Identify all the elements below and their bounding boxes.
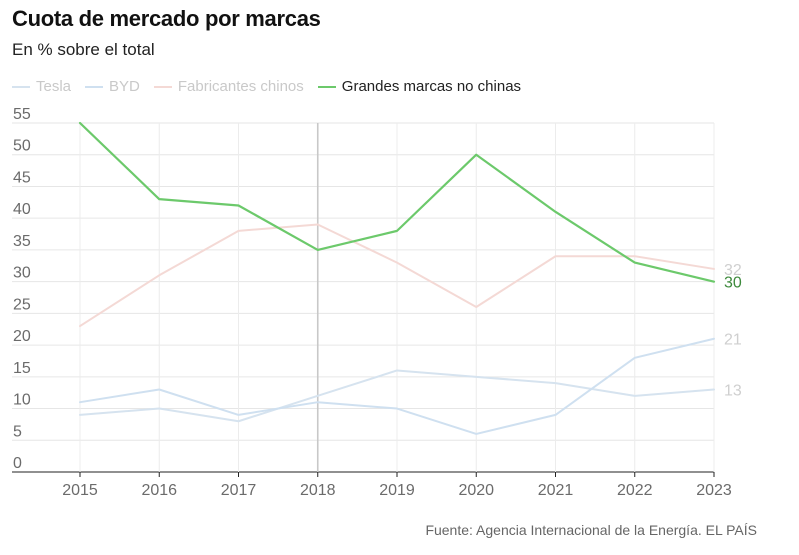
y-tick-label-30: 30 (13, 265, 31, 282)
legend-label-fabricantes-chinos: Fabricantes chinos (177, 78, 304, 95)
series-end-label-byd: 21 (724, 332, 742, 349)
x-tick-label-2016: 2016 (141, 482, 177, 499)
y-tick-label-35: 35 (13, 233, 31, 250)
series-end-label-tesla: 13 (724, 383, 742, 400)
x-tick-label-2023: 2023 (696, 482, 732, 499)
chart-title: Cuota de mercado por marcas (12, 6, 321, 31)
y-tick-label-5: 5 (13, 423, 22, 440)
x-tick-label-2019: 2019 (379, 482, 415, 499)
x-tick-label-2017: 2017 (221, 482, 257, 499)
legend-item-tesla[interactable]: Tesla (12, 78, 71, 95)
legend-label-grandes-marcas: Grandes marcas no chinas (341, 78, 522, 95)
y-tick-label-40: 40 (13, 201, 31, 218)
x-tick-label-2020: 2020 (458, 482, 494, 499)
y-tick-label-50: 50 (13, 138, 31, 155)
y-tick-label-20: 20 (13, 328, 31, 345)
series-line-grandes-marcas-no-chinas (78, 121, 716, 283)
y-tick-label-10: 10 (13, 392, 31, 409)
legend-swatch-tesla (12, 85, 30, 88)
legend-item-fabricantes-chinos[interactable]: Fabricantes chinos (153, 78, 304, 95)
source-note: Fuente: Agencia Internacional de la Ener… (425, 522, 757, 538)
y-tick-label-25: 25 (13, 296, 31, 313)
legend-swatch-grandes-marcas (317, 85, 336, 88)
legend-item-grandes-marcas[interactable]: Grandes marcas no chinas (317, 78, 522, 95)
series-line-byd (79, 337, 715, 435)
legend-label-tesla: Tesla (36, 78, 72, 95)
series-end-label-fabricantes-chinos: 32 (724, 262, 742, 279)
series-line-fabricantes-chinos (79, 223, 715, 328)
x-tick-label-2022: 2022 (617, 482, 653, 499)
legend-swatch-fabricantes-chinos (153, 85, 172, 88)
y-tick-label-55: 55 (13, 106, 31, 123)
legend-label-byd: BYD (109, 78, 140, 95)
x-tick-label-2018: 2018 (300, 482, 336, 499)
y-tick-label-15: 15 (13, 360, 31, 377)
x-tick-label-2021: 2021 (538, 482, 574, 499)
x-tick-label-2015: 2015 (62, 482, 98, 499)
legend-swatch-byd (85, 85, 104, 88)
series-end-label-grandes-marcas-no-chinas: 30 (724, 275, 742, 292)
chart-legend: Tesla BYD Fabricantes chinos Grandes mar… (12, 78, 535, 95)
legend-item-byd[interactable]: BYD (85, 78, 140, 95)
y-tick-label-0: 0 (13, 455, 22, 472)
chart-subtitle: En % sobre el total (12, 40, 155, 59)
series-line-tesla (79, 369, 715, 423)
y-tick-label-45: 45 (13, 169, 31, 186)
